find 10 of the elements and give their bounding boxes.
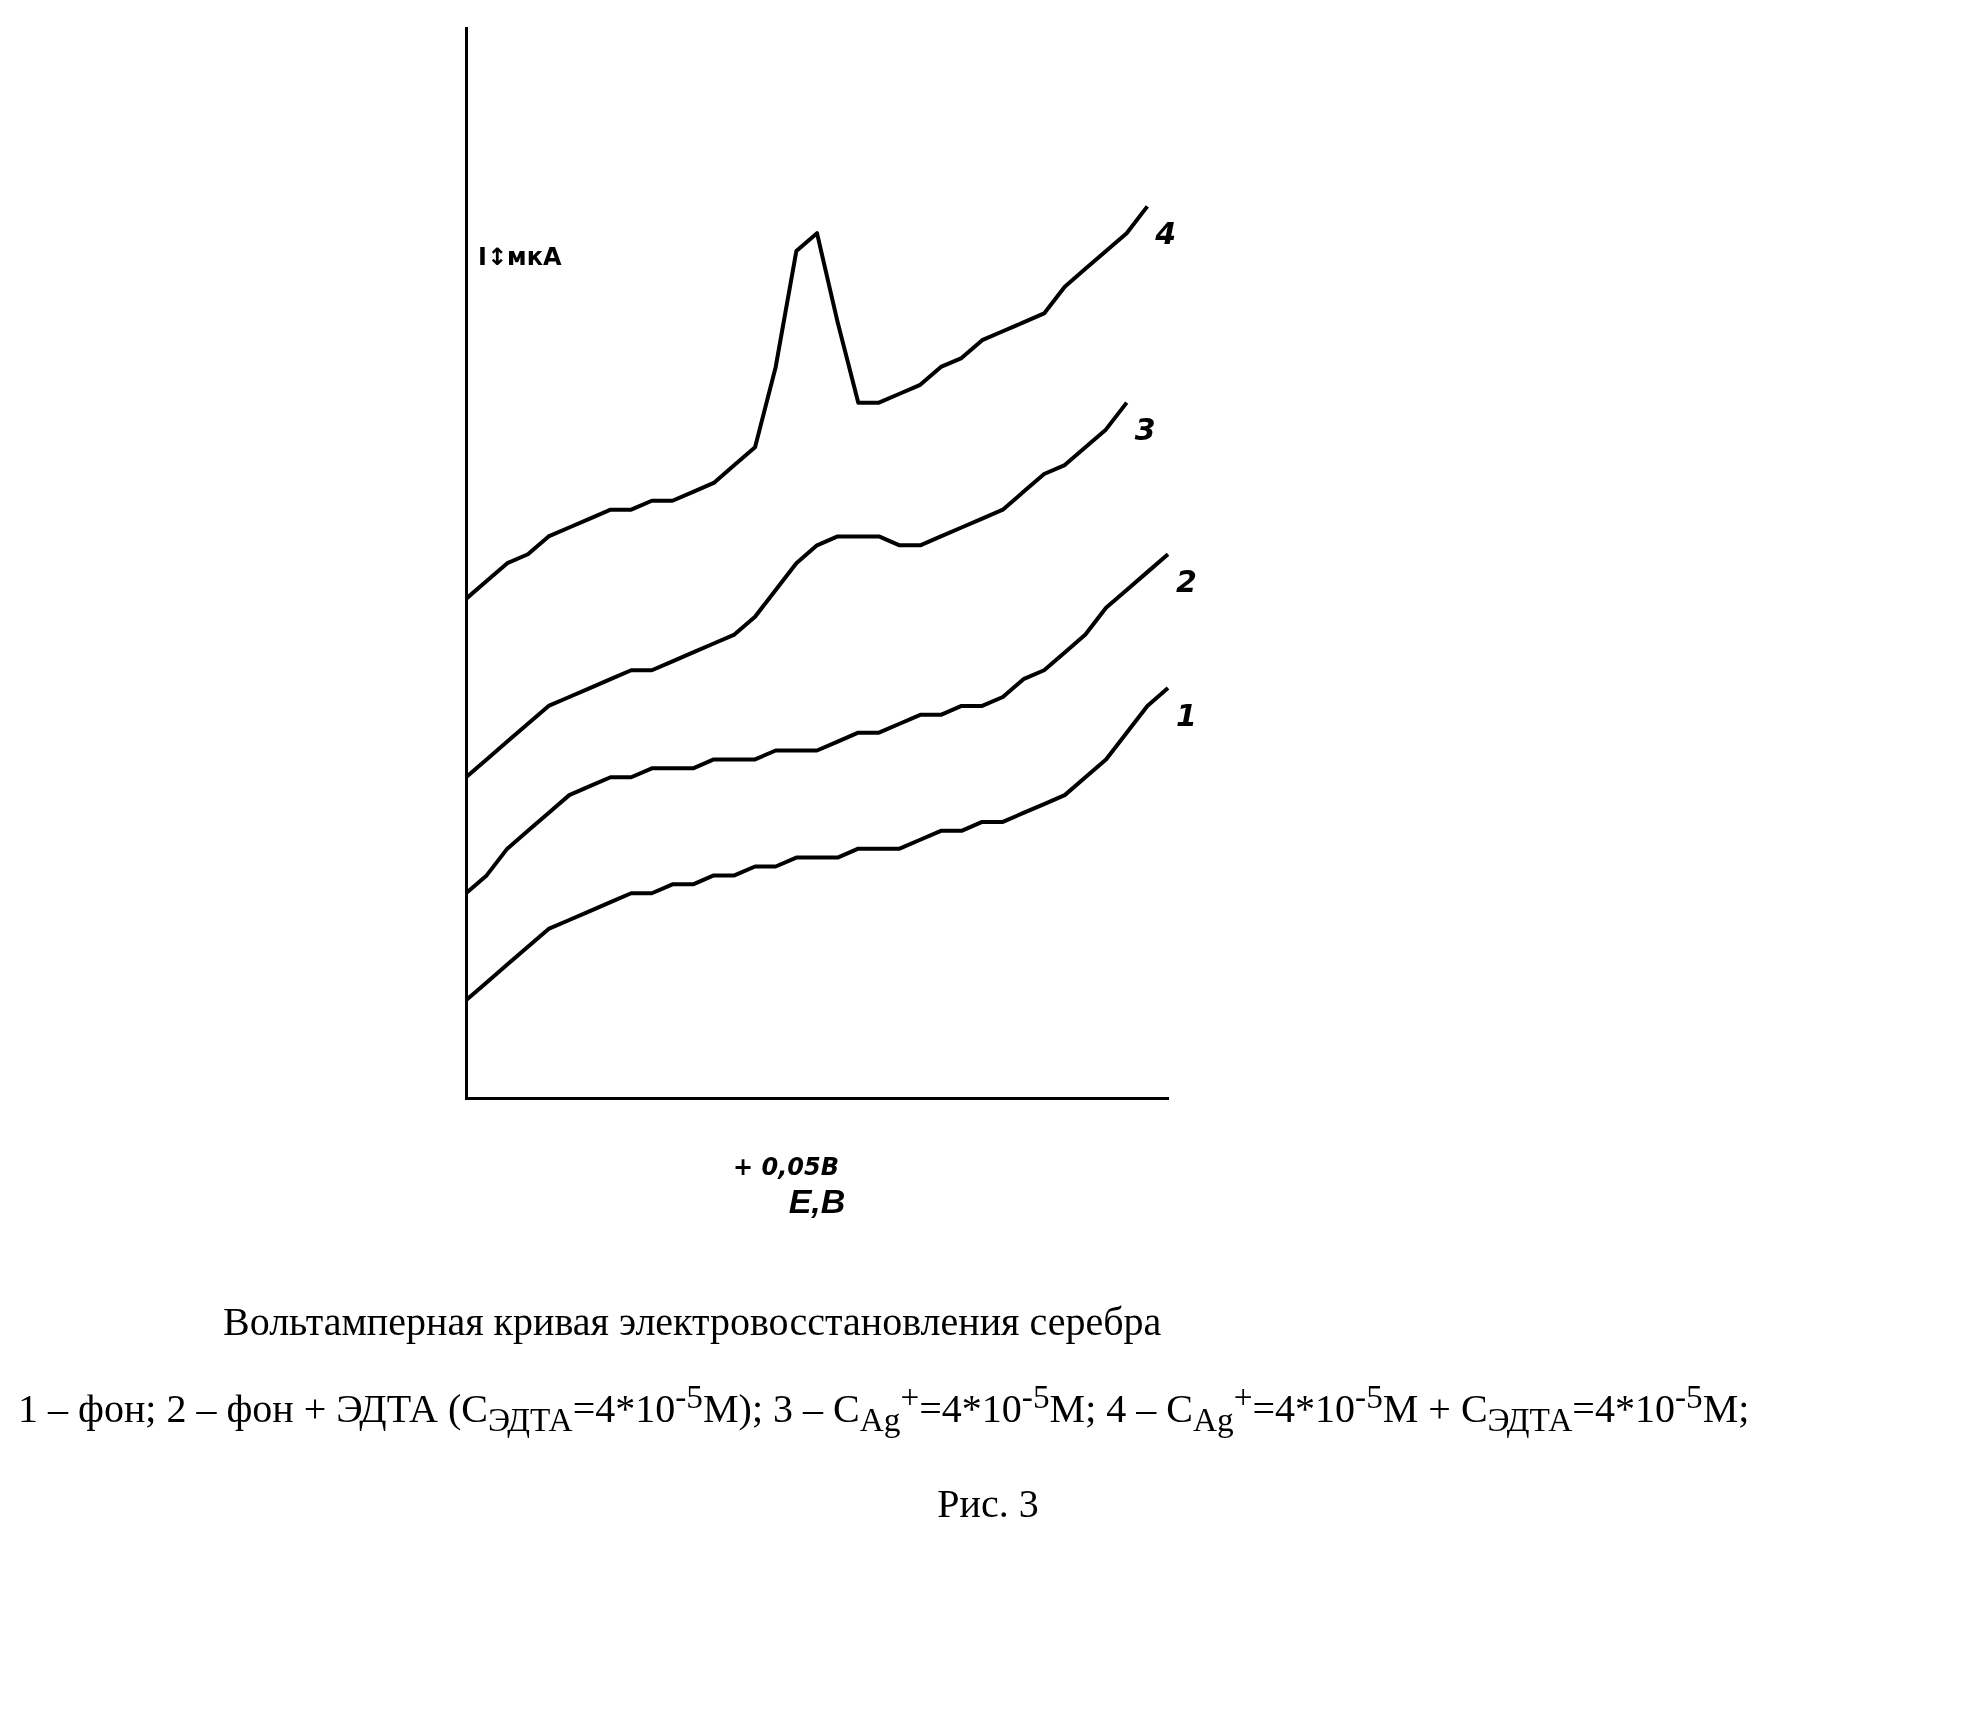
text: + 0,05В: [733, 1153, 839, 1181]
text: Вольтамперная кривая электровосстановления серебра: [223, 1298, 1163, 1345]
text: 1 – фон; 2 – фон + ЭДТА (C$_{ЭДТА}$=4*10$^{-5}$М); 3 – C$_{Ag}$$^{+}$=4*10$^{-5}$М; 4 – C$_{Ag}$$^{+}$=4*10$^{-5}$М + C$_{ЭДТА}$=4*10$^{-5}$М;: [18, 1378, 1750, 1439]
series-label: 3: [1134, 412, 1156, 448]
x-axis-title: E,В: [788, 1181, 846, 1220]
text: Рис. 3: [936, 1479, 1040, 1528]
series-label: 2: [1176, 564, 1197, 600]
series-label: 4: [1154, 216, 1177, 252]
series-label: 1: [1176, 697, 1197, 733]
annotation: I↕мкА: [478, 243, 562, 271]
